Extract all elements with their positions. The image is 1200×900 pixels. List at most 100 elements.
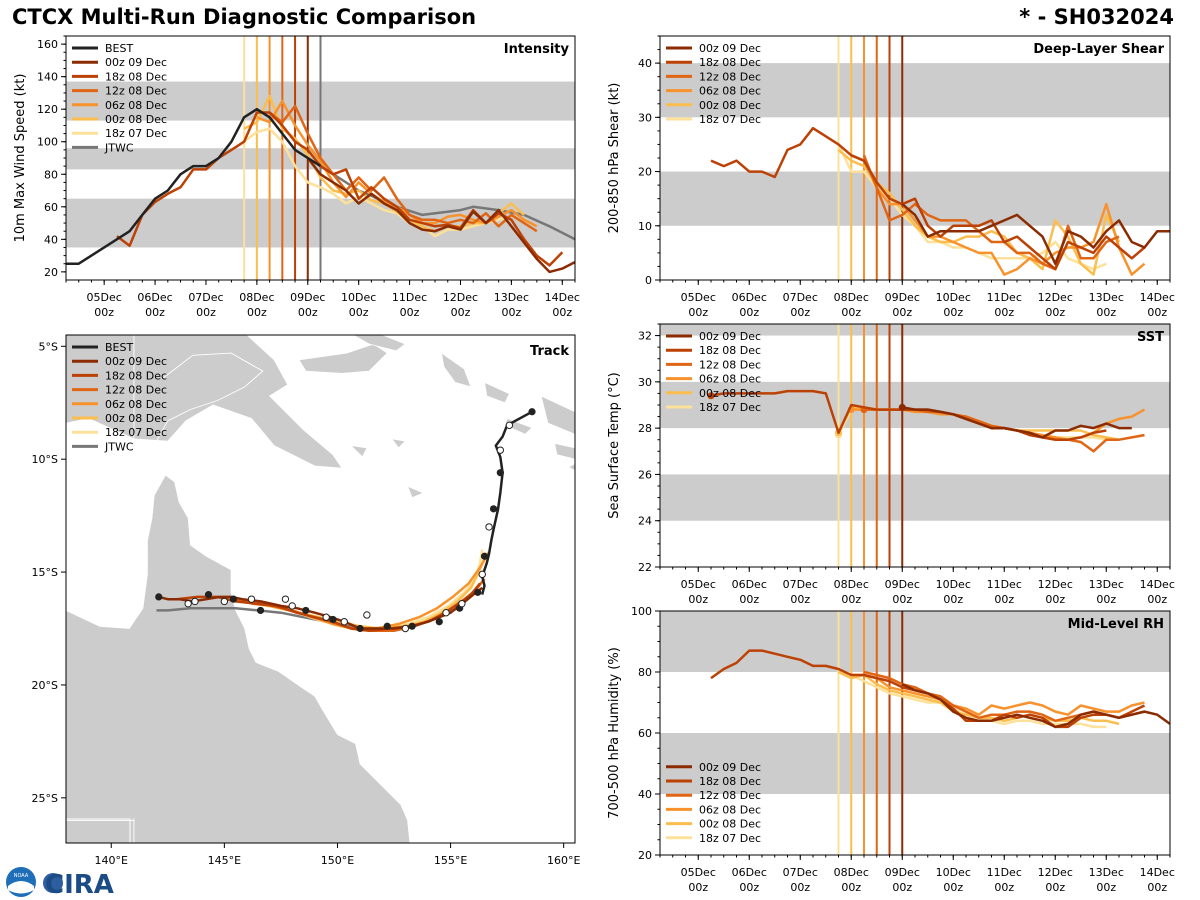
legend-label: 00z 08 Dec [699, 818, 761, 831]
x-tick-label: 00z [247, 306, 267, 319]
legend-label: 18z 07 Dec [699, 832, 761, 845]
panel-title: Track [530, 344, 569, 359]
lat-tick-label: 20°S [32, 679, 58, 692]
x-tick-label: 00z [1045, 881, 1065, 894]
land-bougainville [440, 352, 472, 388]
lon-tick-label: 160°E [547, 854, 580, 867]
x-tick-label: 05Dec [681, 578, 716, 591]
legend-label: 18z 08 Dec [699, 56, 761, 69]
x-tick-label: 14Dec [1140, 291, 1175, 304]
x-tick-label: 00z [1045, 306, 1065, 319]
legend-label: 00z 09 Dec [699, 761, 761, 774]
x-tick-label: 00z [1096, 306, 1116, 319]
series-line-r0800 [837, 148, 1121, 276]
panel-title: Intensity [504, 42, 570, 57]
lat-tick-label: 5°S [39, 340, 58, 353]
storm-id: * - SH032024 [1019, 5, 1174, 29]
y-tick-label: 20 [638, 166, 652, 179]
series-line-r0718 [243, 127, 512, 238]
track-point-filled [408, 622, 416, 630]
legend-label: 18z 07 Dec [699, 113, 761, 126]
legend-label: JTWC [104, 141, 134, 154]
lon-tick-label: 145°E [208, 854, 241, 867]
series-line-r0900 [901, 683, 1170, 729]
noaa-logo-wave [8, 881, 34, 894]
legend-label: 00z 09 Dec [699, 42, 761, 55]
panel-title: Mid-Level RH [1068, 617, 1164, 632]
y-tick-label: 28 [638, 422, 652, 435]
x-tick-label: 00z [892, 881, 912, 894]
x-tick-label: 05Dec [87, 291, 122, 304]
x-tick-label: 00z [943, 593, 963, 606]
y-tick-label: 140 [37, 71, 58, 84]
series-line-r0806 [851, 673, 1145, 716]
track-point-filled [435, 618, 443, 626]
track-point-filled [204, 591, 213, 599]
track-point-open [505, 421, 514, 430]
x-tick-label: 00z [1147, 881, 1167, 894]
x-tick-label: 00z [790, 306, 810, 319]
shaded-band [660, 733, 1170, 794]
x-tick-label: 05Dec [681, 866, 716, 879]
track-point-filled [256, 606, 265, 615]
legend-label: 00z 08 Dec [699, 99, 761, 112]
y-tick-label: 22 [638, 561, 652, 574]
y-axis-label: 10m Max Wind Speed (kt) [13, 74, 28, 243]
track-point-open [220, 597, 229, 606]
x-tick-label: 13Dec [1089, 291, 1124, 304]
y-tick-label: 160 [37, 38, 58, 51]
lon-tick-label: 150°E [321, 854, 354, 867]
noaa-logo-text: NOAA [14, 873, 29, 879]
x-tick-label: 08Dec [834, 866, 869, 879]
x-tick-label: 10Dec [936, 866, 971, 879]
legend-label: 00z 09 Dec [105, 355, 167, 368]
y-tick-label: 40 [638, 788, 652, 801]
x-tick-label: 00z [841, 881, 861, 894]
track-point-open [478, 570, 486, 579]
y-tick-label: 60 [638, 727, 652, 740]
legend-label: JTWC [104, 440, 134, 453]
x-tick-label: 13Dec [1089, 866, 1124, 879]
legend-label: 00z 08 Dec [699, 387, 761, 400]
track-point-open [281, 595, 290, 603]
legend-label: 06z 08 Dec [699, 803, 761, 816]
panel-intensity: 20 40 60 80 100 120 140 160 05Dec 00z 06Dec 00z 07De… [13, 35, 580, 319]
x-tick-label: 09Dec [885, 291, 920, 304]
x-tick-label: 00z [552, 306, 572, 319]
x-tick-label: 00z [994, 593, 1014, 606]
track-point-filled [496, 469, 504, 477]
track-point-filled [229, 595, 238, 603]
x-tick-label: 09Dec [290, 291, 325, 304]
track-point-open [247, 595, 256, 603]
series-line-r0812 [862, 154, 1120, 271]
x-tick-label: 10Dec [341, 291, 376, 304]
track-line-r0900 [158, 586, 483, 630]
x-tick-label: 06Dec [732, 291, 767, 304]
x-tick-label: 00z [1096, 881, 1116, 894]
x-tick-label: 07Dec [188, 291, 223, 304]
lat-tick-label: 10°S [32, 453, 58, 466]
x-tick-label: 13Dec [1089, 578, 1124, 591]
land-choiseul [483, 381, 510, 404]
x-tick-label: 00z [841, 306, 861, 319]
legend-label: 12z 08 Dec [105, 85, 167, 98]
series-line-r0900 [306, 157, 575, 274]
x-tick-label: 11Dec [987, 866, 1022, 879]
x-tick-label: 00z [739, 881, 759, 894]
plot-content [660, 324, 1170, 567]
shaded-band [660, 611, 1170, 672]
track-point-open [288, 602, 296, 610]
legend-label: 00z 09 Dec [699, 330, 761, 343]
plot-content [660, 611, 1170, 855]
y-tick-label: 20 [44, 266, 58, 279]
land-louisiade [406, 485, 425, 499]
track-point-filled [489, 505, 498, 513]
track-point-filled [480, 552, 489, 560]
land-australia [66, 474, 411, 843]
x-tick-label: 11Dec [392, 291, 427, 304]
track-point-filled [329, 615, 337, 624]
land-new-ireland [352, 335, 407, 352]
map-frame [65, 334, 576, 844]
lat-tick-label: 25°S [32, 792, 58, 805]
